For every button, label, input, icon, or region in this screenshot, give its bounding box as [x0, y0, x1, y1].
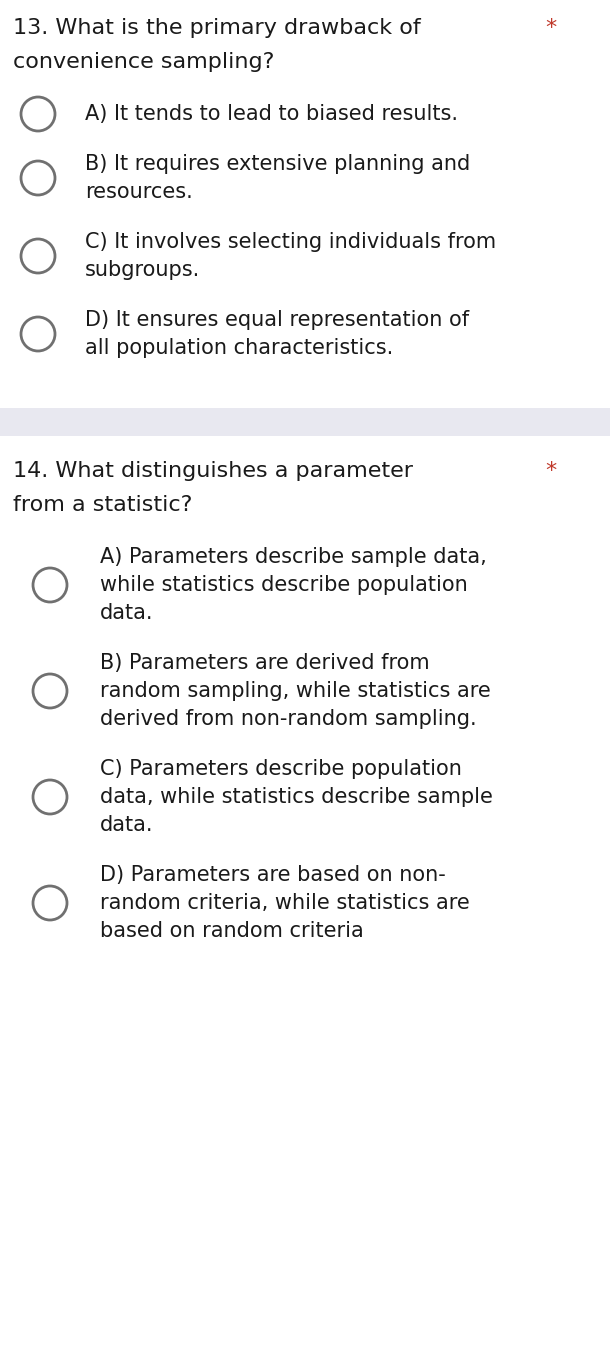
Bar — [0, 408, 610, 436]
Text: derived from non-random sampling.: derived from non-random sampling. — [100, 709, 476, 729]
Text: 14. What distinguishes a parameter: 14. What distinguishes a parameter — [13, 461, 413, 481]
Text: resources.: resources. — [85, 182, 193, 202]
Text: based on random criteria: based on random criteria — [100, 921, 364, 942]
Text: data, while statistics describe sample: data, while statistics describe sample — [100, 787, 493, 807]
Text: A) Parameters describe sample data,: A) Parameters describe sample data, — [100, 547, 487, 567]
Text: while statistics describe population: while statistics describe population — [100, 575, 468, 595]
Text: data.: data. — [100, 603, 154, 624]
Text: D) It ensures equal representation of: D) It ensures equal representation of — [85, 310, 469, 330]
Text: all population characteristics.: all population characteristics. — [85, 338, 393, 358]
Text: from a statistic?: from a statistic? — [13, 494, 192, 515]
Text: 13. What is the primary drawback of: 13. What is the primary drawback of — [13, 18, 421, 38]
Text: *: * — [545, 461, 556, 481]
Text: B) Parameters are derived from: B) Parameters are derived from — [100, 653, 429, 674]
Text: random criteria, while statistics are: random criteria, while statistics are — [100, 893, 470, 913]
Text: A) It tends to lead to biased results.: A) It tends to lead to biased results. — [85, 104, 458, 124]
Text: B) It requires extensive planning and: B) It requires extensive planning and — [85, 154, 470, 174]
Text: C) It involves selecting individuals from: C) It involves selecting individuals fro… — [85, 232, 496, 252]
Text: convenience sampling?: convenience sampling? — [13, 53, 274, 71]
Text: subgroups.: subgroups. — [85, 260, 200, 280]
Text: *: * — [545, 18, 556, 38]
Text: data.: data. — [100, 815, 154, 835]
Text: C) Parameters describe population: C) Parameters describe population — [100, 758, 462, 779]
Text: random sampling, while statistics are: random sampling, while statistics are — [100, 682, 491, 700]
Text: D) Parameters are based on non-: D) Parameters are based on non- — [100, 865, 446, 885]
